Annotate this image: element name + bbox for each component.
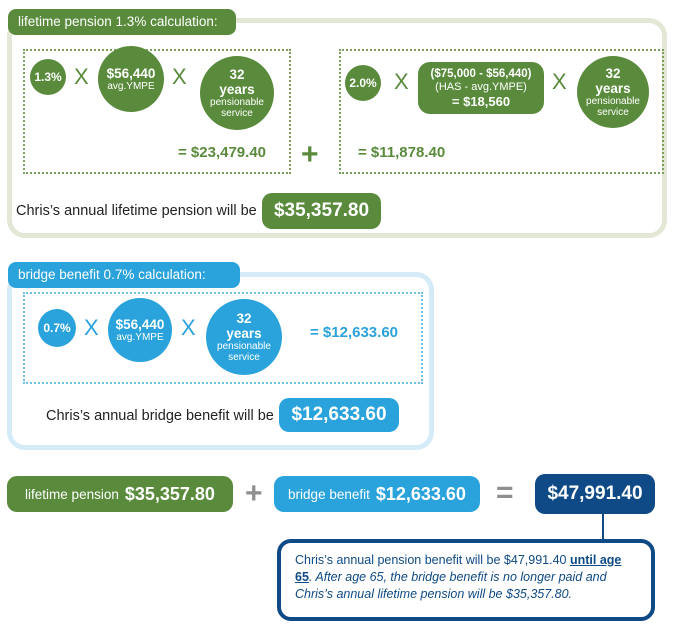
years-sub-2: service: [228, 352, 260, 363]
avg-ympe-circle: $56,440 avg.YMPE: [108, 298, 172, 362]
years-value: 32: [236, 311, 252, 326]
summary-equals-sign: =: [496, 476, 514, 509]
bridge-benefit-sentence: Chris’s annual bridge benefit will be: [46, 408, 274, 424]
avg-ympe-circle: $56,440 avg.YMPE: [98, 46, 164, 112]
years-value: 32: [229, 67, 245, 82]
years-sub-1: pensionable: [217, 341, 271, 352]
connector-line: [602, 514, 604, 539]
summary-total: $47,991.40: [535, 474, 655, 514]
bridge-benefit-total: $12,633.60: [279, 398, 399, 432]
multiply-sign: X: [552, 69, 567, 94]
multiply-sign: X: [394, 69, 409, 94]
formula-line-1: ($75,000 - $56,440): [430, 67, 532, 80]
lifetime-basic-result: = $23,479.40: [178, 144, 267, 161]
years-word: years: [226, 326, 262, 341]
rate-2-0-circle: 2.0%: [345, 65, 381, 101]
summary-bridge-value: $12,633.60: [375, 483, 466, 504]
summary-bridge-label: bridge benefit: [288, 486, 370, 502]
bridge-result: = $12,633.60: [310, 324, 399, 341]
avg-ympe-label: avg.YMPE: [107, 81, 155, 92]
years-value: 32: [605, 66, 621, 81]
rate-0-7-circle: 0.7%: [38, 309, 76, 347]
avg-ympe-value: $56,440: [106, 66, 156, 81]
years-sub-1: pensionable: [586, 96, 640, 107]
multiply-sign: X: [172, 64, 187, 89]
note-text-1: Chris’s annual pension benefit will be $…: [295, 553, 570, 567]
bridge-benefit-heading: bridge benefit 0.7% calculation:: [8, 262, 240, 288]
lifetime-excess-calculation-box: [339, 49, 664, 174]
avg-ympe-value: $56,440: [115, 317, 165, 332]
years-sub-2: service: [597, 107, 629, 118]
summary-lifetime-value: $35,357.80: [124, 483, 215, 504]
formula-line-2: (HAS - avg.YMPE): [435, 80, 527, 93]
lifetime-pension-total: $35,357.80: [262, 193, 381, 229]
summary-lifetime-label: lifetime pension: [25, 486, 119, 502]
summary-bridge-pill: bridge benefit $12,633.60: [274, 476, 480, 512]
pension-note-box: Chris’s annual pension benefit will be $…: [277, 539, 655, 621]
note-text-2: . After age 65, the bridge benefit is no…: [295, 570, 607, 601]
plus-sign: +: [301, 138, 319, 171]
pensionable-service-circle: 32 years pensionable service: [200, 56, 274, 130]
rate-1-3-circle: 1.3%: [30, 59, 66, 95]
lifetime-basic-calculation-box: [23, 49, 291, 174]
years-word: years: [595, 81, 631, 96]
lifetime-pension-heading: lifetime pension 1.3% calculation:: [8, 9, 236, 35]
note-until-age-65: until age 65: [295, 553, 622, 584]
formula-line-3: = $18,560: [451, 93, 511, 109]
lifetime-pension-panel: [7, 18, 667, 238]
years-sub-2: service: [221, 108, 253, 119]
bridge-calculation-box: [23, 292, 423, 384]
avg-ympe-label: avg.YMPE: [116, 332, 164, 343]
summary-lifetime-pill: lifetime pension $35,357.80: [7, 476, 233, 512]
summary-plus-sign: +: [245, 477, 263, 510]
earnings-above-ympe-formula: ($75,000 - $56,440) (HAS - avg.YMPE) = $…: [418, 62, 544, 114]
multiply-sign: X: [181, 315, 196, 340]
multiply-sign: X: [84, 315, 99, 340]
lifetime-pension-sentence: Chris’s annual lifetime pension will be: [16, 203, 257, 219]
years-word: years: [219, 82, 255, 97]
lifetime-excess-result: = $11,878.40: [358, 144, 446, 161]
pensionable-service-circle: 32 years pensionable service: [206, 299, 282, 375]
years-sub-1: pensionable: [210, 97, 264, 108]
multiply-sign: X: [74, 64, 89, 89]
pensionable-service-circle: 32 years pensionable service: [577, 56, 649, 128]
